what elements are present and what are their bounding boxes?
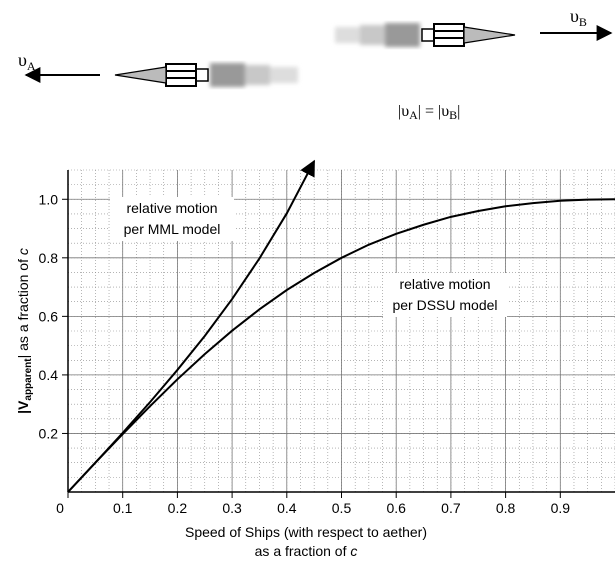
series-label: per DSSU model <box>392 297 497 313</box>
x-axis-label: as a fraction of c <box>255 543 358 559</box>
x-tick-label: 0.4 <box>277 500 297 516</box>
label-background <box>383 273 507 317</box>
x-tick-label: 0.3 <box>222 500 242 516</box>
y-tick-label: 0.4 <box>39 367 59 383</box>
x-tick-label: 0.8 <box>496 500 516 516</box>
ship-a <box>114 63 298 87</box>
y-tick-label: 0.6 <box>39 308 59 324</box>
x-axis-label: Speed of Ships (with respect to aether) <box>185 524 427 540</box>
series-line <box>67 198 615 493</box>
x-tick-label: 0.5 <box>332 500 352 516</box>
velocity-label: υA <box>18 50 36 73</box>
y-tick-label: 0.8 <box>39 250 59 266</box>
y-tick-label: 1.0 <box>39 191 59 207</box>
x-tick-label: 0 <box>56 500 64 516</box>
ship-b <box>335 23 516 47</box>
x-tick-label: 0.9 <box>551 500 571 516</box>
x-tick-label: 0.2 <box>168 500 188 516</box>
equation: |υA| = |υB| <box>398 103 460 122</box>
series-label: relative motion <box>399 276 490 292</box>
velocity-label: υB <box>570 6 587 29</box>
series-label: per MML model <box>124 221 221 237</box>
y-tick-label: 0.2 <box>39 425 59 441</box>
x-tick-label: 0.1 <box>113 500 133 516</box>
x-tick-label: 0.7 <box>441 500 461 516</box>
series-label: relative motion <box>126 200 217 216</box>
x-tick-label: 0.6 <box>386 500 406 516</box>
y-axis-label: |Vapparent| as a fraction of c <box>15 248 34 414</box>
plot: 0 0.1 0.2 0.3 0.4 0.5 0.6 0.7 0.8 0.9 0.2 0.4 0.6 0.8… <box>39 159 615 516</box>
label-background <box>110 197 234 241</box>
